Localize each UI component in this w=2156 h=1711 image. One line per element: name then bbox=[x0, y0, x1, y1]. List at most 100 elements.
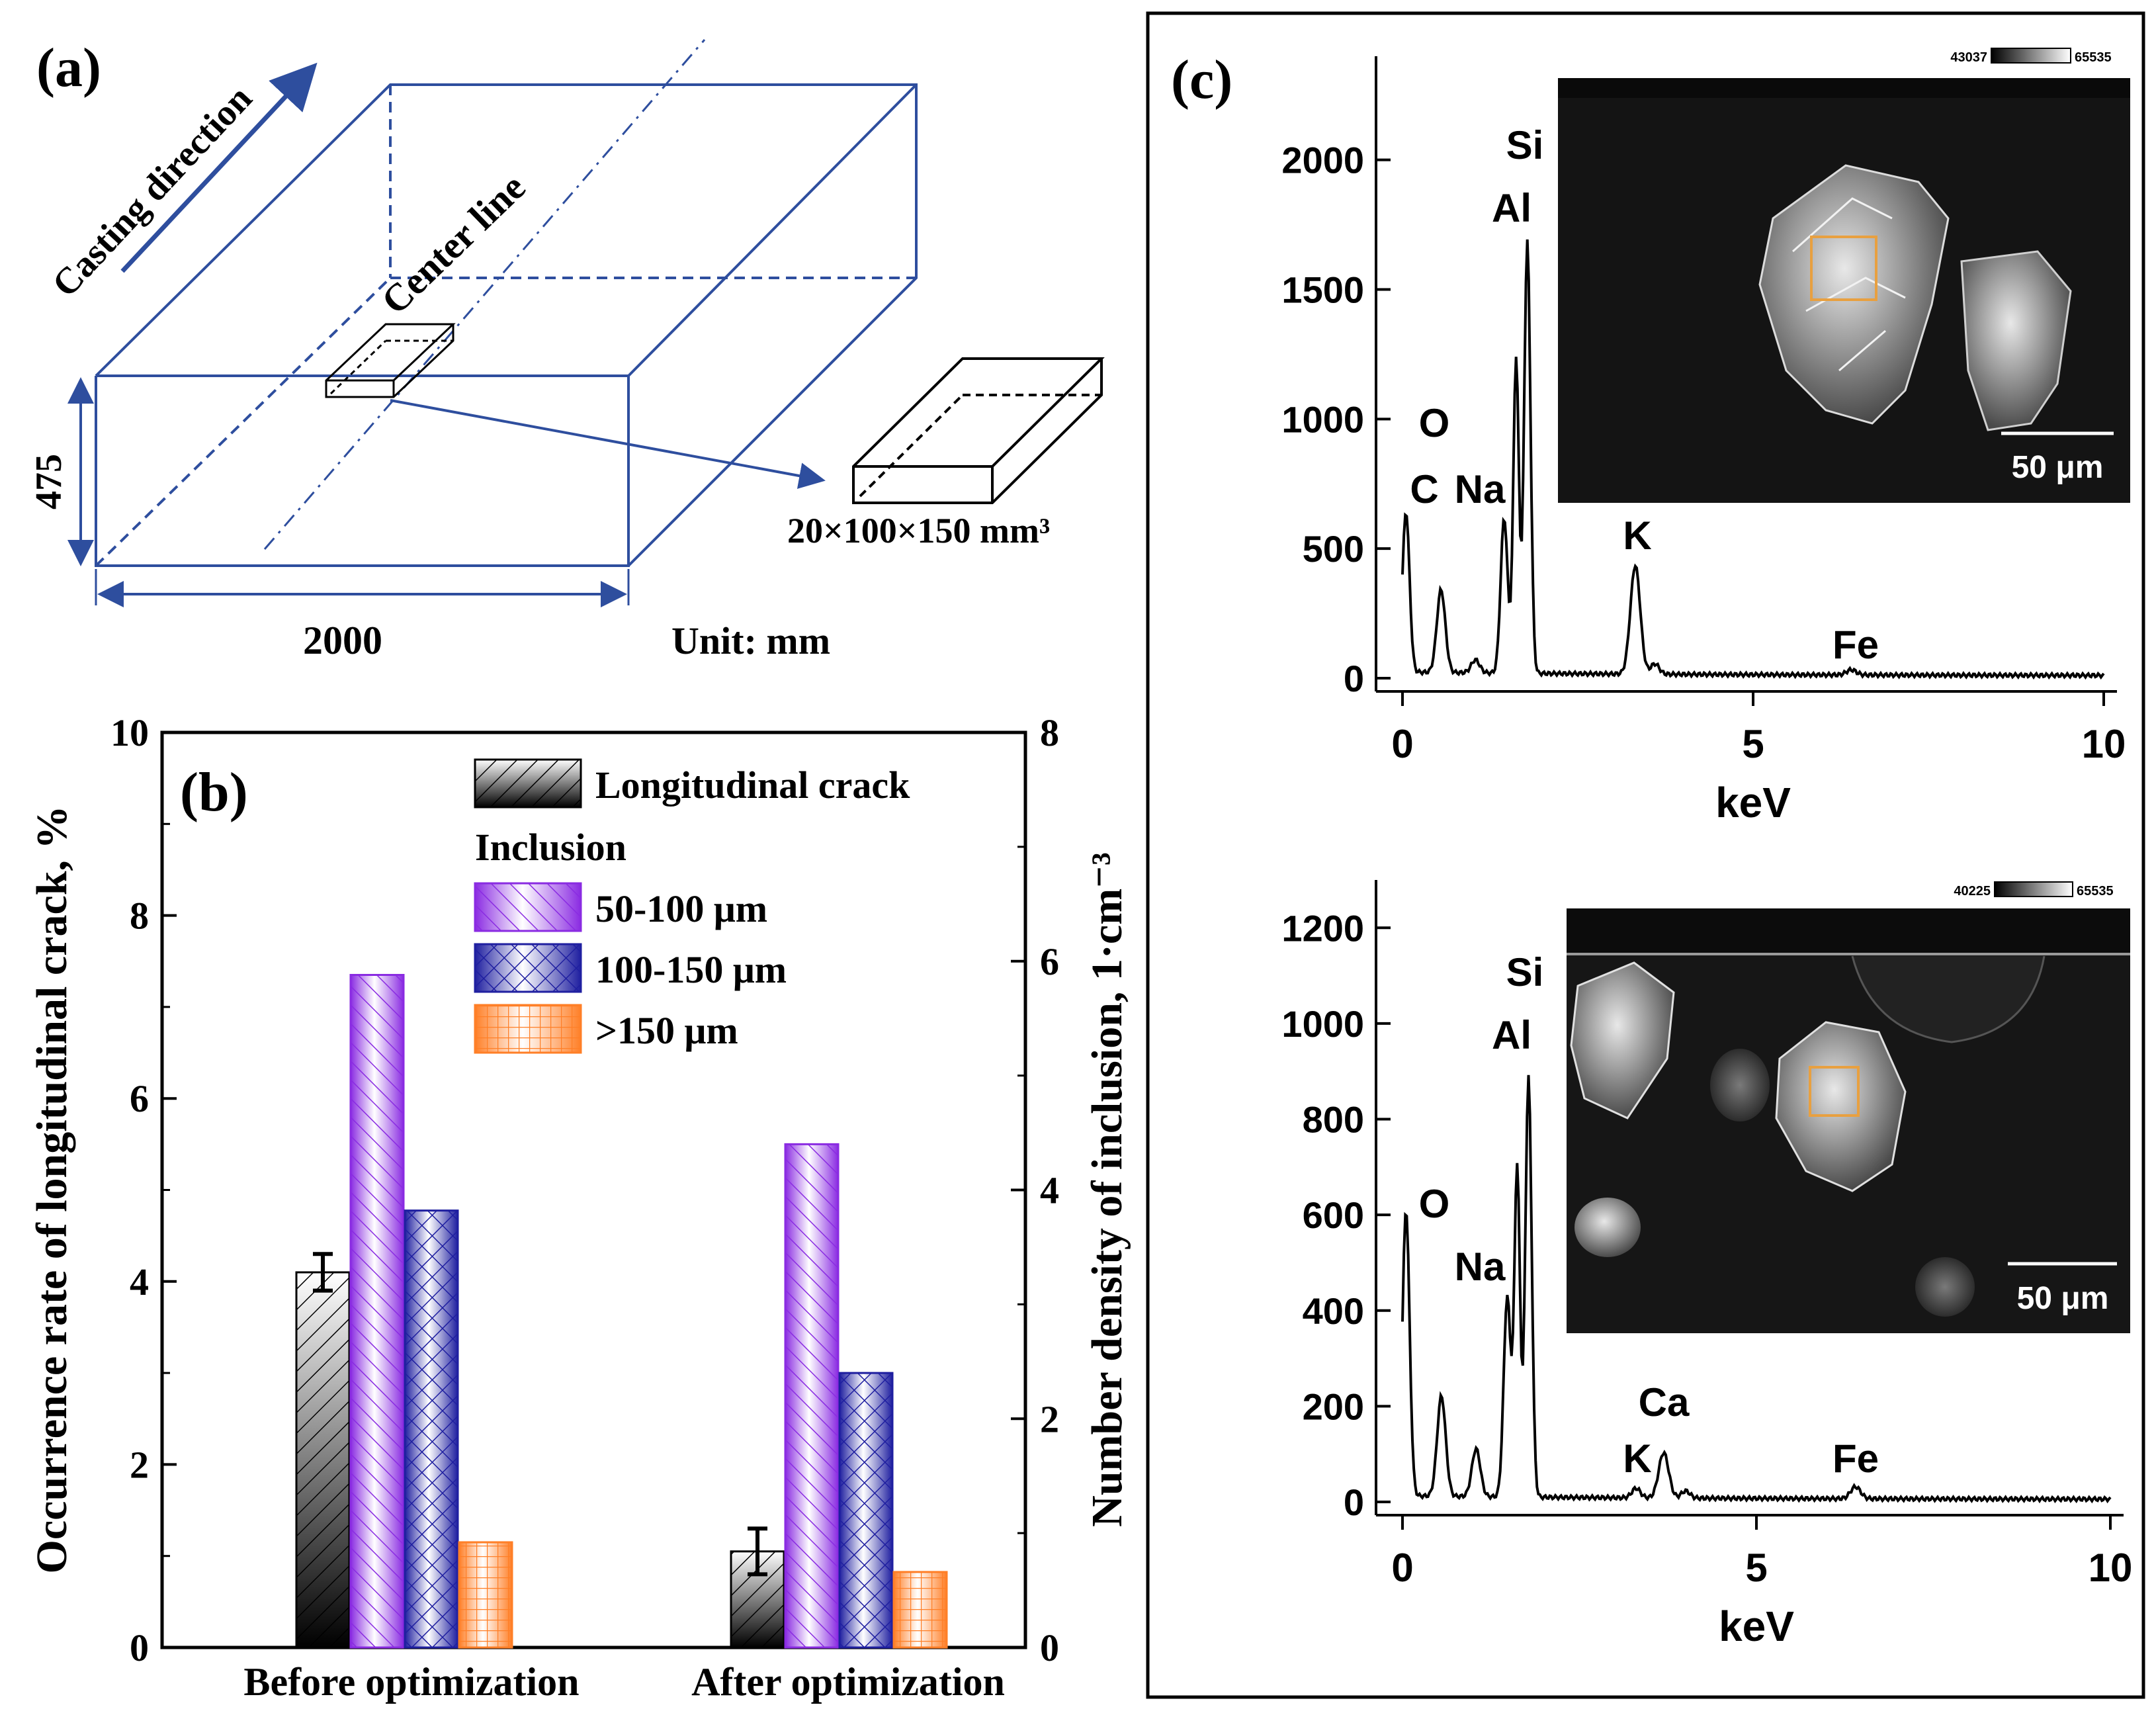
spectrum-line bbox=[1401, 1075, 2112, 1504]
panel-c-label: (c) bbox=[1171, 49, 1232, 110]
colorbar: 43037 65535 bbox=[1950, 48, 2112, 65]
analysis-box bbox=[1809, 1066, 1860, 1117]
panel-b: (b) 0 2 4 6 8 10 0 2 4 6 8 Before optimization Aft… bbox=[28, 711, 1131, 1704]
x-axis-title: keV bbox=[1715, 779, 1791, 826]
y-tick-label: 400 bbox=[1303, 1290, 1364, 1332]
casting-arrow bbox=[120, 62, 318, 273]
panel-c-frame bbox=[1146, 11, 2145, 1699]
legend-swatch bbox=[474, 882, 582, 932]
left-axis-title: Occurrence rate of longitudinal crack, % bbox=[28, 806, 76, 1574]
sample-dimension-label: 20×100×150 mm³ bbox=[787, 511, 1050, 550]
casting-direction-label: Casting direction bbox=[44, 78, 260, 305]
y-tick-label: 1000 bbox=[1281, 1003, 1364, 1045]
legend-title: Inclusion bbox=[475, 826, 626, 869]
y-tick-label: 1000 bbox=[1281, 398, 1364, 440]
colorbar-min: 43037 bbox=[1950, 50, 1987, 65]
bar-longitudinal-crack bbox=[295, 1271, 351, 1649]
element-label: K bbox=[1623, 513, 1651, 558]
inclusion-particle bbox=[1775, 1021, 1907, 1192]
y-tick-label: 2000 bbox=[1281, 140, 1364, 181]
bar-50-100-m bbox=[349, 973, 405, 1649]
bar-100-150-m bbox=[838, 1372, 894, 1649]
slab-hidden-edge bbox=[95, 277, 392, 567]
panel-a-label: (a) bbox=[36, 37, 101, 99]
x-tick-label: 10 bbox=[2089, 1546, 2133, 1590]
right-tick-label: 4 bbox=[1040, 1169, 1059, 1212]
analysis-box bbox=[1810, 236, 1877, 301]
particle-blob bbox=[1915, 1257, 1975, 1317]
element-label: Fe bbox=[1833, 623, 1879, 667]
right-tick-label: 0 bbox=[1040, 1626, 1059, 1669]
category-labels: Before optimization After optimization bbox=[243, 1660, 1004, 1704]
y-tick-label: 500 bbox=[1303, 528, 1364, 570]
slab-edge bbox=[627, 83, 918, 377]
eds-spectrum-2: 0 200 400 600 800 1000 1200 0 5 10 keV Si Al ONa Ca K Fe bbox=[1281, 880, 2132, 1650]
center-line bbox=[263, 39, 706, 550]
y-tick-label: 800 bbox=[1303, 1099, 1364, 1141]
element-label: K bbox=[1623, 1436, 1651, 1481]
legend-label: Longitudinal crack bbox=[595, 764, 910, 807]
element-label: Fe bbox=[1833, 1436, 1879, 1481]
y-tick-label: 0 bbox=[1344, 658, 1364, 699]
scale-bar-label: 50 μm bbox=[2017, 1281, 2109, 1316]
left-tick-label: 0 bbox=[130, 1626, 149, 1669]
x-tick-label: 0 bbox=[1391, 1546, 1413, 1590]
element-label: C bbox=[1410, 467, 1438, 511]
right-axis: 0 2 4 6 8 bbox=[1011, 711, 1059, 1669]
zoom-arrow bbox=[390, 399, 826, 489]
left-tick-label: 6 bbox=[130, 1077, 149, 1120]
x-axis-title: keV bbox=[1719, 1602, 1794, 1650]
bar-100-150-m bbox=[404, 1209, 459, 1649]
element-label: Al bbox=[1492, 1013, 1531, 1057]
legend: Longitudinal crack 50-100 μm 100-150 μm >15… bbox=[474, 758, 910, 1054]
bar-50-100-m bbox=[784, 1143, 840, 1649]
x-tick-label: 0 bbox=[1391, 722, 1413, 766]
y-tick-label: 1200 bbox=[1281, 907, 1364, 949]
error-bar bbox=[748, 1526, 767, 1577]
slab-front-face bbox=[95, 374, 630, 567]
y-tick-label: 200 bbox=[1303, 1385, 1364, 1427]
legend-label: 50-100 μm bbox=[595, 887, 767, 930]
legend-label: >150 μm bbox=[595, 1009, 738, 1052]
panel-b-label: (b) bbox=[180, 762, 248, 823]
spectrum-line bbox=[1401, 239, 2105, 680]
right-tick-label: 6 bbox=[1040, 940, 1059, 983]
scale-bar-label: 50 μm bbox=[2012, 450, 2104, 485]
element-label: Na bbox=[1455, 1245, 1506, 1289]
unit-label: Unit: mm bbox=[671, 619, 830, 662]
category-label: Before optimization bbox=[243, 1660, 579, 1704]
bars bbox=[295, 973, 948, 1649]
colorbar-max: 65535 bbox=[2077, 884, 2114, 899]
legend-swatch bbox=[474, 758, 582, 809]
slab-sample bbox=[325, 323, 456, 398]
inclusion-particle bbox=[1758, 164, 1950, 425]
legend-label: 100-150 μm bbox=[595, 948, 787, 991]
particle-blob bbox=[1574, 1198, 1641, 1257]
x-tick-label: 5 bbox=[1742, 722, 1764, 766]
inclusion-particle bbox=[1960, 250, 2072, 431]
inclusion-particle bbox=[1570, 961, 1675, 1119]
element-label: Ca bbox=[1639, 1380, 1690, 1425]
sample-block bbox=[852, 357, 1105, 504]
panel-a: (a) Casting direction Center line bbox=[28, 37, 1105, 662]
left-axis: 0 2 4 6 8 10 bbox=[110, 711, 177, 1669]
element-label: O bbox=[1419, 1182, 1450, 1226]
bar--150-m bbox=[458, 1541, 513, 1649]
sem-image-2: 50 μm 40225 65535 bbox=[1567, 881, 2130, 1333]
right-axis-title: Number density of inclusion, 1·cm⁻³ bbox=[1083, 852, 1131, 1527]
y-tick-label: 0 bbox=[1344, 1481, 1364, 1523]
slab-box bbox=[95, 39, 918, 567]
bar--150-m bbox=[892, 1571, 948, 1649]
colorbar-min: 40225 bbox=[1954, 884, 1991, 899]
width-label: 2000 bbox=[303, 619, 382, 662]
eds-spectrum-1: 0 500 1000 1500 2000 0 5 10 keV Si Al OC Na K Fe bbox=[1281, 56, 2126, 826]
legend-swatch bbox=[474, 943, 582, 993]
element-label: Na bbox=[1455, 467, 1506, 511]
height-label: 475 bbox=[28, 454, 69, 509]
particle-blob bbox=[1710, 1049, 1770, 1121]
y-tick-label: 600 bbox=[1303, 1194, 1364, 1236]
center-line-label: Center line bbox=[373, 165, 534, 322]
chart-b-frame bbox=[160, 730, 1027, 1649]
sem-image-1: 50 μm 43037 65535 bbox=[1558, 48, 2130, 503]
